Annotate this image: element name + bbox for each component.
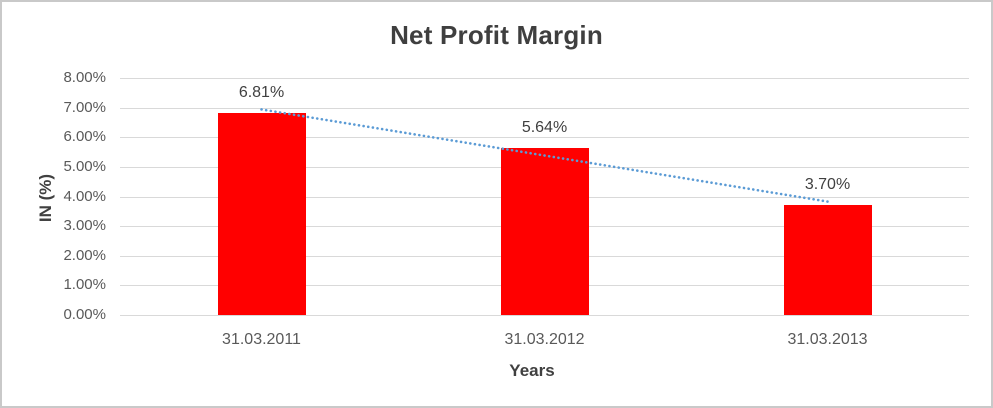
bar-value-label: 6.81% [238, 84, 285, 102]
gridline [120, 78, 969, 79]
x-tick-label: 31.03.2012 [504, 331, 585, 348]
gridline [120, 315, 969, 316]
y-tick-label: 6.00% [63, 128, 106, 146]
y-tick-label: 1.00% [63, 276, 106, 294]
y-tick-label: 0.00% [63, 306, 106, 323]
y-tick-label: 3.00% [63, 217, 106, 235]
chart-title: Net Profit Margin [390, 20, 603, 50]
y-tick-label: 5.00% [63, 157, 106, 175]
bar-value-label: 3.70% [804, 176, 851, 194]
y-tick-label: 8.00% [63, 69, 106, 86]
bar-value-label: 5.64% [521, 118, 568, 136]
y-tick-label: 2.00% [63, 246, 106, 264]
bar [783, 205, 872, 315]
x-tick-label: 31.03.2013 [787, 331, 868, 348]
bar [217, 113, 306, 315]
bar [500, 147, 589, 315]
y-tick-label: 7.00% [63, 98, 106, 116]
gridline [120, 107, 969, 109]
x-tick-label: 31.03.2011 [222, 331, 301, 348]
y-tick-label: 4.00% [63, 187, 106, 205]
x-axis-title: Years [509, 361, 555, 380]
